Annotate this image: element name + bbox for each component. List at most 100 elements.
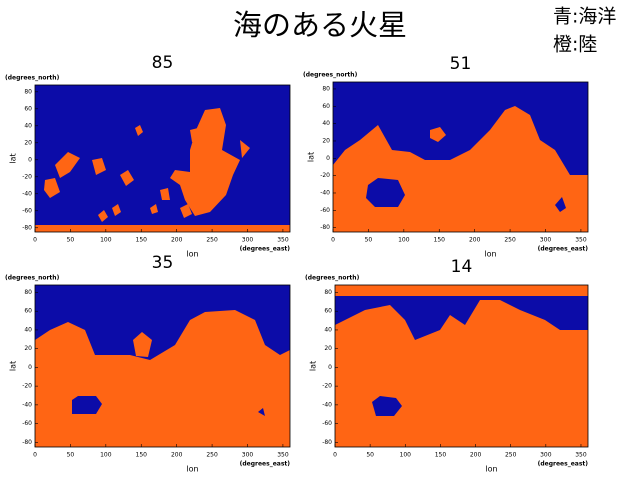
x-tick-label: 0	[331, 237, 335, 244]
x-tick-label: 350	[575, 237, 587, 244]
ocean	[372, 396, 402, 416]
y-axis-label: lat	[307, 152, 316, 162]
x-tick-label: 200	[469, 237, 481, 244]
y-unit: (degrees_north)	[5, 275, 60, 282]
plot-frame	[34, 284, 291, 448]
y-tick-label: -60	[320, 207, 330, 214]
y-tick-label: -20	[322, 383, 332, 390]
y-tick-label: -40	[22, 190, 32, 197]
x-tick-label: 300	[242, 237, 254, 244]
ocean	[555, 197, 566, 212]
y-tick-label: 20	[24, 345, 32, 352]
plot-frame	[34, 84, 291, 233]
x-tick-label: 0	[33, 237, 37, 244]
panel-title: 85	[152, 53, 174, 73]
y-tick-label: 40	[24, 122, 32, 129]
plot-frame	[332, 81, 589, 233]
x-tick-label: 100	[400, 452, 412, 459]
panel-title: 51	[450, 54, 472, 74]
x-tick-label: 250	[505, 452, 517, 459]
y-tick-label: -60	[322, 420, 332, 427]
y-tick-label: 80	[24, 289, 32, 296]
land	[35, 108, 290, 232]
y-tick-label: 0	[326, 155, 330, 162]
y-tick-label: 80	[322, 85, 330, 92]
land	[35, 310, 290, 447]
x-tick-label: 350	[277, 237, 289, 244]
y-unit: (degrees_north)	[303, 72, 358, 79]
x-tick-label: 150	[136, 452, 148, 459]
x-tick-label: 150	[434, 237, 446, 244]
y-unit: (degrees_north)	[5, 75, 60, 82]
x-tick-label: 50	[365, 237, 373, 244]
y-unit: (degrees_north)	[305, 275, 360, 282]
x-tick-label: 100	[398, 237, 410, 244]
y-tick-label: 20	[324, 345, 332, 352]
x-tick-label: 150	[435, 452, 447, 459]
x-tick-label: 300	[540, 452, 552, 459]
x-axis-label: lon	[186, 465, 198, 474]
x-tick-label: 100	[100, 237, 112, 244]
x-axis-label: lon	[186, 250, 198, 259]
y-axis-label: lat	[309, 361, 318, 371]
x-tick-label: 50	[67, 237, 75, 244]
ocean	[366, 178, 405, 207]
x-tick-label: 250	[504, 237, 516, 244]
legend-ocean: 青:海洋	[553, 6, 616, 28]
slide-title: 海のある火星	[233, 8, 407, 42]
ocean	[335, 296, 588, 340]
map-panel	[35, 85, 290, 232]
y-tick-label: 40	[322, 120, 330, 127]
map-panel	[35, 285, 290, 447]
x-tick-label: 300	[242, 452, 254, 459]
y-tick-label: -80	[22, 224, 32, 231]
y-tick-label: -40	[320, 189, 330, 196]
x-tick-label: 50	[67, 452, 75, 459]
x-tick-label: 200	[171, 452, 183, 459]
panel-title: 14	[451, 257, 473, 277]
y-tick-label: -40	[322, 401, 332, 408]
y-tick-label: -20	[320, 172, 330, 179]
ocean	[72, 396, 102, 414]
plot-frame	[334, 284, 589, 448]
panel-title: 35	[152, 253, 174, 273]
y-tick-label: 80	[24, 88, 32, 95]
y-axis-label: lat	[9, 153, 18, 163]
y-tick-label: 40	[324, 326, 332, 333]
y-tick-label: 60	[322, 103, 330, 110]
x-unit: (degrees_east)	[240, 246, 291, 253]
map-panel	[335, 285, 588, 447]
y-tick-label: -20	[22, 383, 32, 390]
x-unit: (degrees_east)	[538, 461, 589, 468]
y-tick-label: -20	[22, 173, 32, 180]
y-tick-label: 80	[324, 289, 332, 296]
map-panel	[333, 82, 588, 232]
x-tick-label: 250	[206, 452, 218, 459]
x-unit: (degrees_east)	[240, 461, 291, 468]
y-tick-label: 20	[322, 137, 330, 144]
y-tick-label: -80	[322, 439, 332, 446]
x-tick-label: 150	[136, 237, 148, 244]
x-tick-label: 350	[575, 452, 587, 459]
y-tick-label: 40	[24, 326, 32, 333]
x-unit: (degrees_east)	[538, 246, 589, 253]
x-tick-label: 0	[33, 452, 37, 459]
y-tick-label: 0	[328, 364, 332, 371]
x-tick-label: 100	[100, 452, 112, 459]
x-axis-label: lon	[485, 465, 497, 474]
y-tick-label: -80	[22, 439, 32, 446]
y-tick-label: 60	[324, 308, 332, 315]
x-tick-label: 300	[540, 237, 552, 244]
y-tick-label: 20	[24, 139, 32, 146]
y-axis-label: lat	[9, 361, 18, 371]
x-axis-label: lon	[484, 250, 496, 259]
y-tick-label: -40	[22, 401, 32, 408]
y-tick-label: 0	[28, 156, 32, 163]
y-tick-label: 0	[28, 364, 32, 371]
y-tick-label: -80	[320, 224, 330, 231]
y-tick-label: -60	[22, 420, 32, 427]
x-tick-label: 200	[470, 452, 482, 459]
y-tick-label: -60	[22, 207, 32, 214]
y-tick-label: 60	[24, 105, 32, 112]
